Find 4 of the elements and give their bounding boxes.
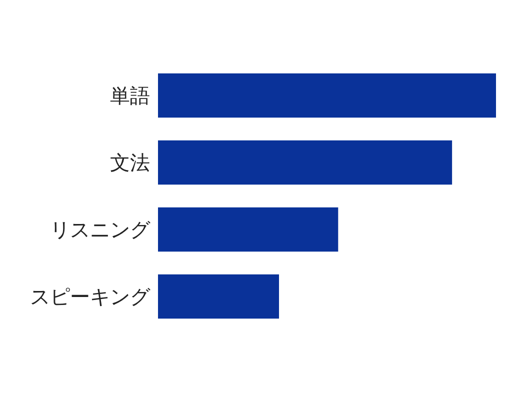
y-tick-label: リスニング [50,218,151,242]
y-tick-label: 単語 [110,84,150,108]
y-tick-label: スピーキング [30,284,151,308]
y-tick-label: 文法 [110,150,150,174]
